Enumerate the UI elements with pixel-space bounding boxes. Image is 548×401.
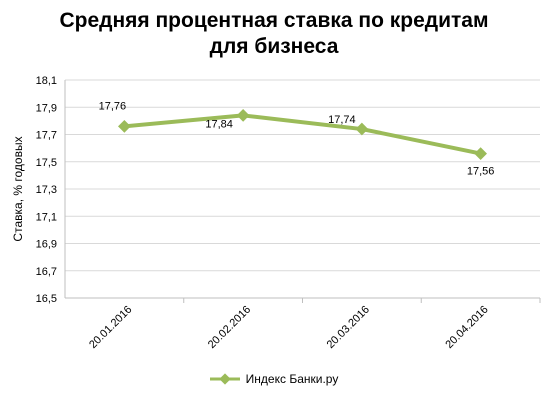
chart-title: Средняя процентная ставка по кредитам дл…	[0, 8, 548, 60]
chart-title-line2: для бизнеса	[209, 35, 339, 58]
y-tick-label: 17,1	[36, 211, 57, 223]
y-tick-label: 17,5	[36, 157, 57, 169]
y-tick-label: 16,7	[36, 266, 57, 278]
series-line	[122, 113, 483, 156]
y-tick-label: 16,5	[36, 293, 57, 305]
legend-label: Индекс Банки.ру	[245, 372, 339, 386]
data-point	[236, 109, 250, 122]
y-tick-label: 17,9	[36, 102, 57, 114]
x-tick-label: 20.02.2016	[206, 304, 253, 351]
y-tick-label: 16,9	[36, 239, 57, 251]
y-axis-title: Ставка, % годовых	[11, 136, 25, 241]
data-point	[474, 147, 487, 160]
x-tick-label: 20.03.2016	[325, 304, 372, 351]
chart-title-line1: Средняя процентная ставка по кредитам	[59, 9, 489, 32]
legend-marker	[209, 373, 240, 385]
data-point	[355, 122, 369, 136]
data-label: 17,76	[99, 100, 127, 112]
data-label: 17,56	[467, 166, 495, 178]
data-label: 17,84	[205, 118, 233, 130]
y-tick-label: 17,3	[36, 184, 57, 196]
legend: Индекс Банки.ру	[0, 372, 548, 388]
data-label: 17,74	[328, 114, 356, 126]
data-point	[118, 119, 131, 133]
x-tick-label: 20.01.2016	[87, 304, 134, 351]
y-tick-label: 17,7	[36, 130, 57, 142]
y-tick-label: 18,1	[36, 75, 57, 87]
x-tick-label: 20.04.2016	[443, 304, 490, 351]
